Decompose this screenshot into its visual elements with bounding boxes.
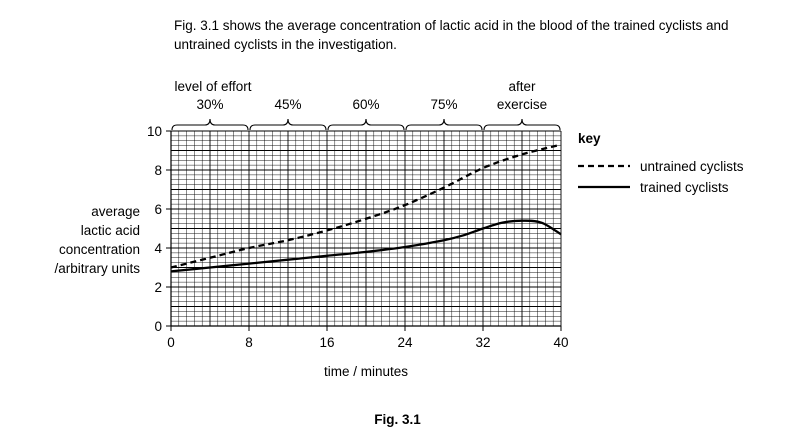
x-tick-label: 40 — [553, 335, 568, 350]
y-tick-label: 10 — [147, 124, 162, 139]
effort-brace — [249, 118, 327, 131]
figure-caption: Fig. 3.1 — [374, 412, 421, 427]
effort-label: exercise — [497, 97, 547, 112]
effort-brace — [327, 118, 405, 131]
series-line-trained — [170, 219, 562, 273]
y-tick-label: 6 — [154, 202, 162, 217]
x-tick-label: 16 — [319, 335, 334, 350]
y-axis-label-line: concentration — [59, 242, 140, 257]
y-axis-label-line: /arbitrary units — [54, 261, 140, 276]
effort-brace — [405, 118, 483, 131]
effort-label: 75% — [430, 97, 457, 112]
y-tick-label: 2 — [154, 280, 162, 295]
y-axis-label: average lactic acid concentration /arbit… — [54, 204, 140, 276]
effort-label: 45% — [274, 97, 301, 112]
legend-label-trained: trained cyclists — [640, 180, 729, 195]
effort-title: level of effort — [174, 79, 251, 94]
effort-brace — [171, 118, 249, 131]
y-tick-label: 4 — [154, 241, 162, 256]
chart-grid — [170, 130, 562, 327]
effort-label: after — [508, 79, 536, 94]
y-axis-label-line: average — [91, 204, 140, 219]
x-axis-label: time / minutes — [324, 364, 408, 379]
x-tick-label: 32 — [475, 335, 490, 350]
chart-series — [170, 143, 562, 273]
x-tick-label: 8 — [245, 335, 253, 350]
x-tick-label: 0 — [167, 335, 175, 350]
legend-title: key — [578, 131, 601, 146]
series-line-untrained — [170, 143, 562, 269]
x-tick-label: 24 — [397, 335, 413, 350]
y-axis-label-line: lactic acid — [81, 223, 140, 238]
effort-label: 60% — [352, 97, 379, 112]
legend-label-untrained: untrained cyclists — [640, 159, 744, 174]
chart-legend: key untrained cyclists trained cyclists — [578, 131, 744, 195]
effort-brace — [483, 118, 561, 131]
effort-label: 30% — [196, 97, 223, 112]
y-tick-label: 8 — [154, 163, 162, 178]
y-tick-label: 0 — [154, 319, 162, 334]
effort-levels: level of effort 30% 45% 60% 75% after exercis… — [171, 79, 561, 131]
intro-text: Fig. 3.1 shows the average concentration… — [174, 18, 729, 52]
